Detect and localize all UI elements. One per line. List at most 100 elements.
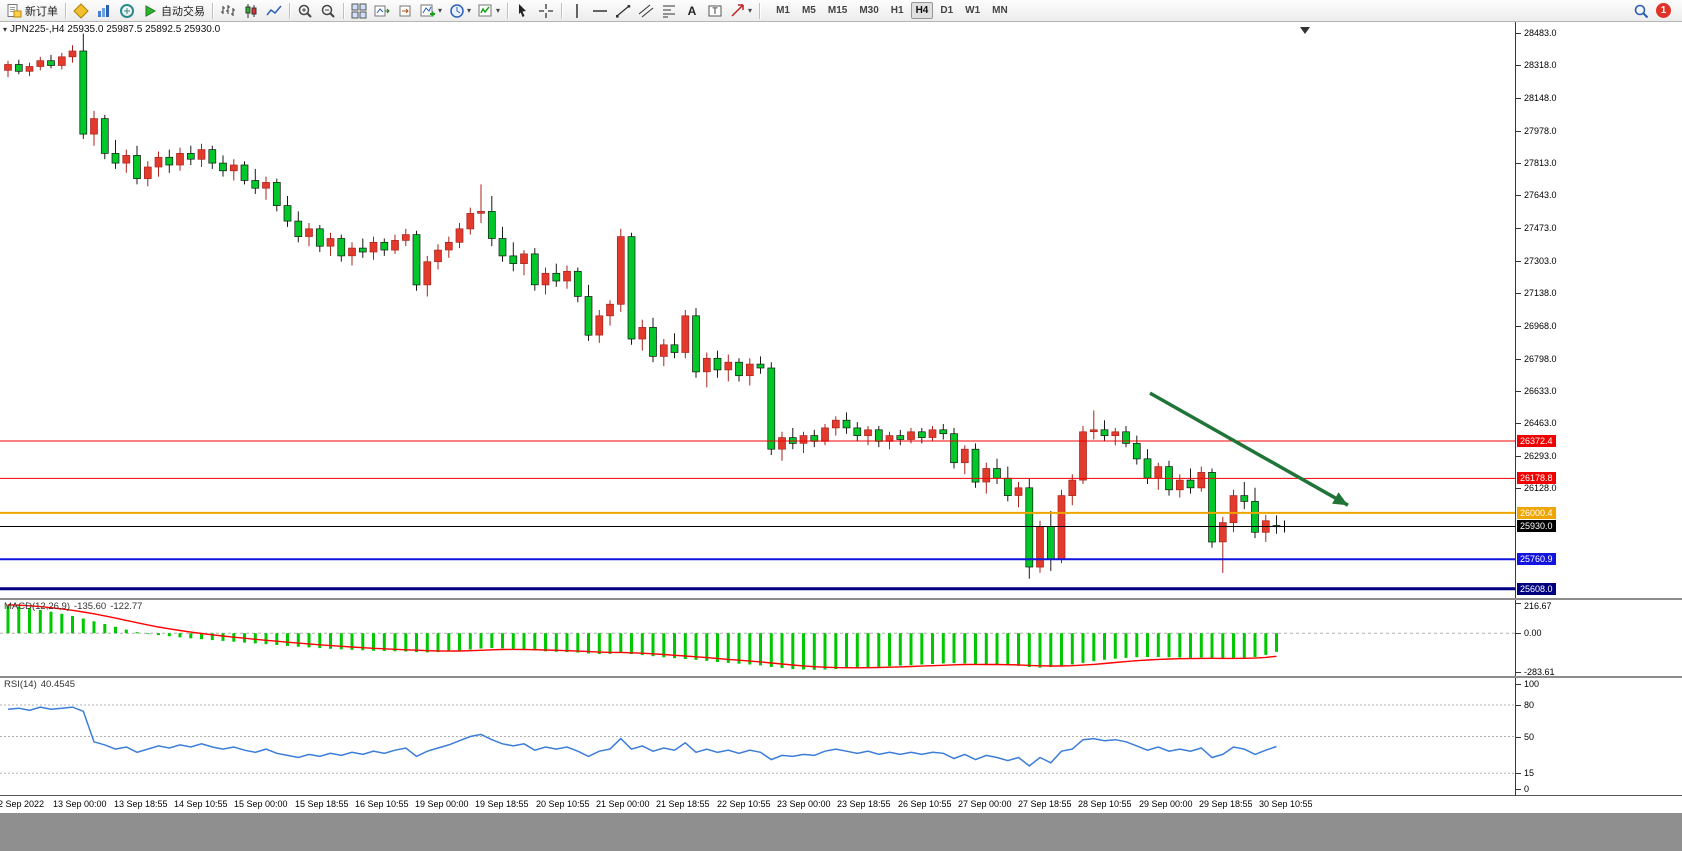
candle <box>928 429 937 438</box>
toolbar: 新订单 自动交易 ▾ ▾ ▾ A T ▾ M1 M5 M15 M30 H1 H4 D1 W1 MN 1 <box>0 0 1682 22</box>
price-axis-label: 26463.0 <box>1524 418 1557 428</box>
fibonacci-button[interactable] <box>658 1 680 21</box>
zoom-in-button[interactable] <box>294 1 316 21</box>
rsi-value: 40.4545 <box>40 679 76 690</box>
tile-windows-button[interactable] <box>348 1 370 21</box>
text-button[interactable]: A <box>681 1 703 21</box>
candle <box>982 468 991 483</box>
cursor-button[interactable] <box>512 1 534 21</box>
chart-shift-marker-icon[interactable] <box>1300 27 1310 34</box>
trendline-button[interactable] <box>612 1 634 21</box>
navigator-button[interactable] <box>116 1 138 21</box>
candle <box>831 419 840 429</box>
toolbar-buttons: 新订单 自动交易 ▾ ▾ ▾ A T ▾ <box>3 1 763 21</box>
new-order-button[interactable]: 新订单 <box>3 1 61 21</box>
time-axis-label: 19 Sep 18:55 <box>475 799 529 809</box>
time-axis-label: 12 Sep 2022 <box>0 799 45 809</box>
price-tick <box>1516 359 1521 360</box>
timeframe-m5[interactable]: M5 <box>797 2 821 19</box>
tile-windows-icon <box>351 3 367 19</box>
bar-chart-button[interactable] <box>217 1 239 21</box>
bar-chart-icon <box>220 3 236 19</box>
price-axis-label: 28318.0 <box>1524 60 1557 70</box>
price-level-badge: 26000.4 <box>1517 507 1556 519</box>
candle <box>681 315 690 353</box>
candle <box>638 327 647 340</box>
macd-panel[interactable]: MACD(12,26,9) -135.60 -122.77 <box>0 600 1515 676</box>
timeframe-h4[interactable]: H4 <box>910 2 934 19</box>
crosshair-button[interactable] <box>535 1 557 21</box>
panel-splitter[interactable] <box>0 598 1682 600</box>
timeframe-mn[interactable]: MN <box>987 2 1013 19</box>
metaeditor-button[interactable] <box>70 1 92 21</box>
time-axis[interactable]: 12 Sep 2022 13 Sep 00:00 13 Sep 18:55 14 Se… <box>0 795 1682 813</box>
time-axis-label: 13 Sep 18:55 <box>114 799 168 809</box>
price-axis-label: 27303.0 <box>1524 256 1557 266</box>
vertical-line-button[interactable] <box>566 1 588 21</box>
candle <box>1186 479 1195 489</box>
chart-menu-icon[interactable]: ▾ <box>3 25 8 34</box>
notification-badge[interactable]: 1 <box>1656 3 1671 18</box>
navigator-icon <box>119 3 135 19</box>
candle <box>530 253 539 286</box>
candle <box>444 241 453 251</box>
channel-button[interactable] <box>635 1 657 21</box>
price-tick <box>1516 195 1521 196</box>
text-label-button[interactable]: T <box>704 1 726 21</box>
candle <box>595 315 604 336</box>
candle <box>197 149 206 160</box>
candle <box>358 247 367 253</box>
timeframe-m15[interactable]: M15 <box>823 2 852 19</box>
arrows-button[interactable]: ▾ <box>727 1 755 21</box>
autotrading-button[interactable]: 自动交易 <box>139 1 208 21</box>
main-chart-area[interactable]: ▾ JPN225-,H4 25935.0 25987.5 25892.5 2593… <box>0 22 1515 598</box>
line-chart-button[interactable] <box>263 1 285 21</box>
auto-scroll-button[interactable] <box>371 1 393 21</box>
timeframe-w1[interactable]: W1 <box>960 2 985 19</box>
rsi-axis-label: 15 <box>1524 768 1535 778</box>
profiles-button[interactable]: ▾ <box>446 1 474 21</box>
macd-tick <box>1516 633 1521 634</box>
chart-shift-button[interactable] <box>394 1 416 21</box>
market-watch-button[interactable] <box>93 1 115 21</box>
zoom-out-button[interactable] <box>317 1 339 21</box>
market-watch-icon <box>96 3 112 19</box>
time-axis-label: 20 Sep 10:55 <box>536 799 590 809</box>
new-chart-button[interactable]: ▾ <box>417 1 445 21</box>
time-axis-label: 23 Sep 18:55 <box>837 799 891 809</box>
templates-button[interactable]: ▾ <box>475 1 503 21</box>
search-button[interactable] <box>1630 1 1652 21</box>
status-bar <box>0 813 1682 851</box>
candle <box>584 296 593 336</box>
timeframe-m30[interactable]: M30 <box>854 2 883 19</box>
trend-arrow[interactable] <box>1149 391 1349 507</box>
candle <box>552 272 561 282</box>
timeframe-d1[interactable]: D1 <box>935 2 958 19</box>
macd-axis-label: 216.67 <box>1524 601 1552 611</box>
price-axis[interactable]: 28483.0 28318.0 28148.0 27978.0 27813.0 27643… <box>1515 22 1682 598</box>
price-tick <box>1516 423 1521 424</box>
trendline-icon <box>615 3 631 19</box>
timeframe-m1[interactable]: M1 <box>771 2 795 19</box>
symbol-info: ▾ JPN225-,H4 25935.0 25987.5 25892.5 2593… <box>3 24 220 35</box>
candlestick-chart-button[interactable] <box>240 1 262 21</box>
candle <box>606 303 614 317</box>
rsi-panel[interactable]: RSI(14) 40.4545 <box>0 678 1515 795</box>
candle <box>896 435 905 440</box>
candle <box>864 429 872 436</box>
price-tick <box>1516 326 1521 327</box>
candle <box>960 448 969 464</box>
candle <box>25 66 34 72</box>
candle <box>993 468 1001 479</box>
macd-axis-label: 0.00 <box>1524 628 1542 638</box>
candle <box>14 64 23 72</box>
timeframe-h1[interactable]: H1 <box>886 2 909 19</box>
toolbar-separator <box>561 2 563 19</box>
panel-splitter[interactable] <box>0 676 1682 678</box>
svg-text:T: T <box>712 6 718 16</box>
text-label-icon: T <box>707 3 723 19</box>
horizontal-line-button[interactable] <box>589 1 611 21</box>
candle <box>1132 443 1141 460</box>
candlestick-chart[interactable] <box>0 22 1515 598</box>
crosshair-marker <box>1278 520 1291 533</box>
